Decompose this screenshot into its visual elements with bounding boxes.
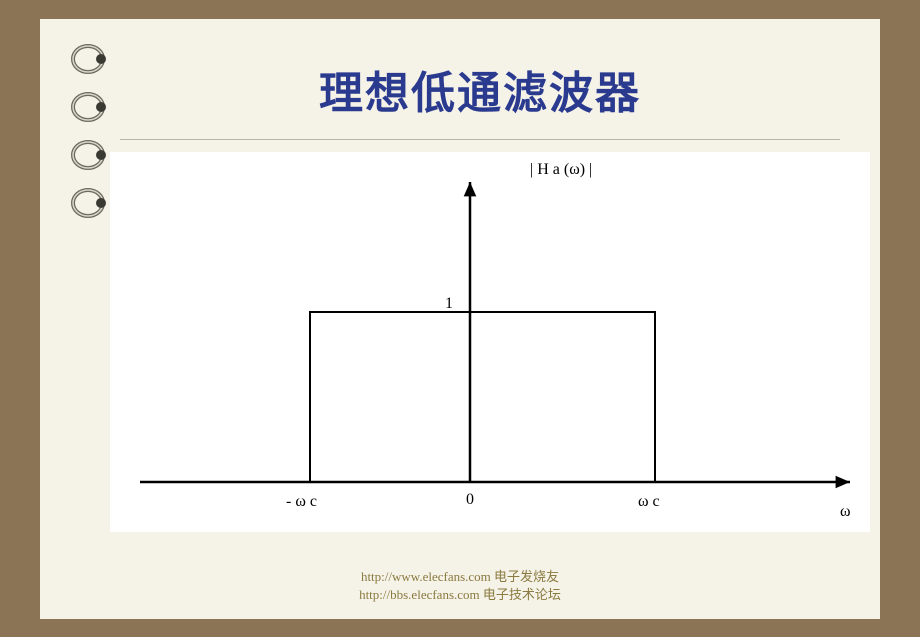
title-divider	[120, 139, 840, 140]
svg-text:ω c: ω c	[638, 493, 660, 510]
svg-text:| H a (ω) |: | H a (ω) |	[530, 161, 592, 178]
lowpass-figure: | H a (ω) | 1 0 - ω c ω c ω	[110, 152, 870, 532]
slide-title: 理想低通滤波器	[120, 57, 840, 121]
footer-url-1: http://www.elecfans.com	[361, 569, 491, 584]
spiral-binding	[68, 19, 108, 619]
svg-text:1: 1	[445, 295, 453, 312]
slide: 理想低通滤波器 | H a (ω) | 1 0 - ω c ω c ω http://ww…	[40, 19, 880, 619]
binding-ring	[68, 185, 102, 219]
svg-text:- ω c: - ω c	[286, 493, 317, 510]
binding-ring	[68, 89, 102, 123]
footer-line1: http://www.elecfans.com 电子发烧友	[361, 569, 559, 584]
binding-ring	[68, 137, 102, 171]
footer-url-2: http://bbs.elecfans.com	[359, 587, 480, 602]
footer-line2: http://bbs.elecfans.com 电子技术论坛	[359, 587, 561, 602]
footer: http://www.elecfans.com 电子发烧友 http://bbs…	[40, 568, 880, 604]
lowpass-svg: | H a (ω) | 1 0 - ω c ω c ω	[110, 152, 870, 532]
footer-text-2: 电子技术论坛	[480, 587, 561, 602]
svg-text:ω: ω	[840, 503, 851, 520]
binding-ring	[68, 41, 102, 75]
svg-text:0: 0	[466, 491, 474, 508]
footer-text-1: 电子发烧友	[491, 569, 559, 584]
